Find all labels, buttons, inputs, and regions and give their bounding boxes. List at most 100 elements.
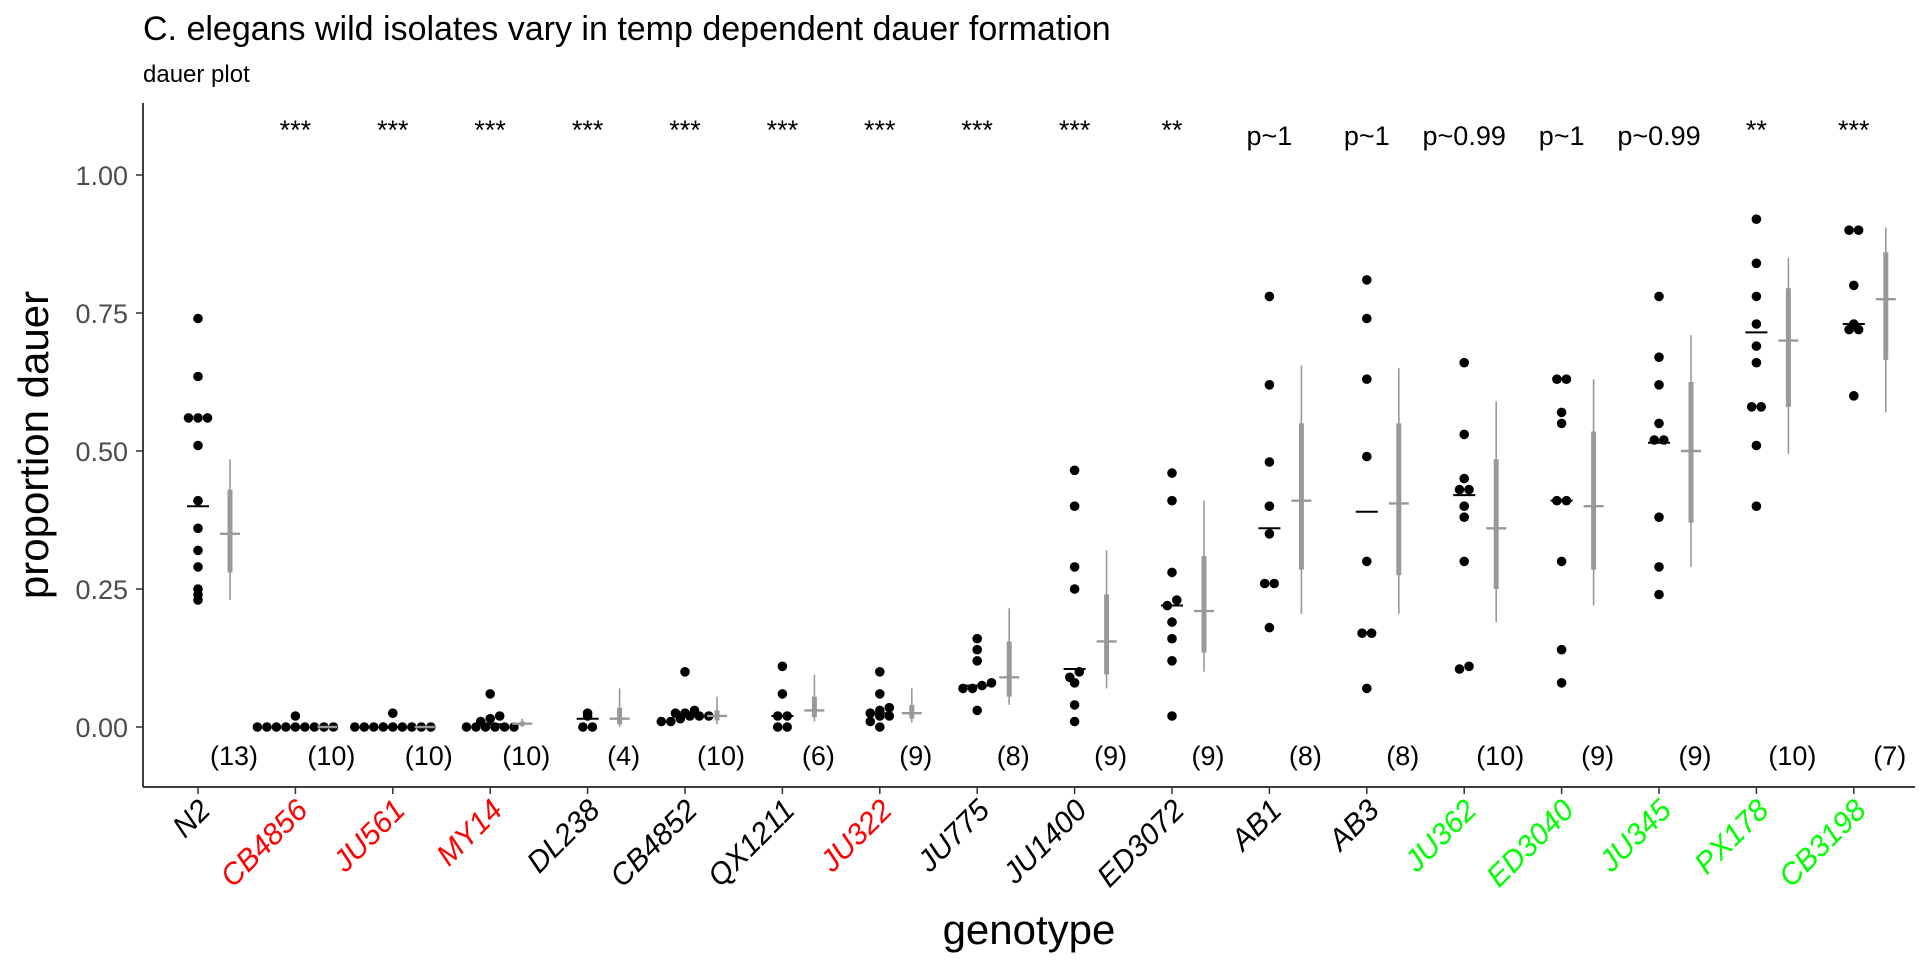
data-point <box>309 722 320 732</box>
significance-label: ** <box>1161 115 1183 145</box>
data-point <box>972 656 982 666</box>
x-tick-label-n2: N2 <box>166 793 217 844</box>
data-point <box>1751 319 1762 329</box>
data-point <box>1756 402 1766 412</box>
sample-size-label: (10) <box>502 741 550 771</box>
data-point <box>193 495 203 506</box>
data-point <box>777 661 788 672</box>
chart-subtitle: dauer plot <box>143 61 250 88</box>
data-point <box>193 562 203 572</box>
data-point <box>499 722 510 732</box>
data-point <box>1654 589 1664 600</box>
data-point <box>461 722 472 732</box>
genotype-group-cb4856: *** (10) <box>252 115 355 771</box>
sample-size-label: (9) <box>1192 741 1225 771</box>
data-point <box>1264 529 1275 539</box>
data-point <box>875 722 885 732</box>
data-point <box>1069 465 1080 476</box>
data-point <box>1069 678 1080 688</box>
data-point <box>656 716 667 727</box>
data-point <box>252 722 263 732</box>
data-point <box>494 711 505 721</box>
genotype-group-cb4852: *** (10) <box>656 115 745 771</box>
significance-label: p~1 <box>1344 121 1390 151</box>
data-point <box>1654 562 1664 572</box>
data-point <box>666 716 676 727</box>
genotype-group-ab3: p~1 (8) <box>1344 121 1419 771</box>
x-tick-label-ab1: AB1 <box>1223 794 1288 859</box>
data-point <box>471 722 481 732</box>
data-point <box>193 595 203 605</box>
significance-label: *** <box>1059 115 1091 145</box>
significance-label: *** <box>961 115 993 145</box>
data-point <box>1357 628 1367 638</box>
data-point <box>1264 622 1275 633</box>
data-point <box>290 711 301 721</box>
data-point <box>1172 595 1182 605</box>
data-point <box>193 371 203 382</box>
x-tick-label-qx1211: QX1211 <box>702 794 802 894</box>
data-point <box>1654 291 1664 302</box>
data-point <box>359 722 370 732</box>
data-point <box>1654 380 1664 390</box>
data-point <box>1167 468 1177 478</box>
data-point <box>1264 501 1275 512</box>
significance-label: p~0.99 <box>1617 121 1700 151</box>
significance-label: p~0.99 <box>1423 121 1506 151</box>
data-point <box>1853 225 1864 235</box>
data-point <box>1167 617 1177 627</box>
data-point <box>271 722 282 732</box>
x-tick-label-cb4856: CB4856 <box>214 793 314 893</box>
data-point <box>1167 495 1177 506</box>
data-point <box>1853 324 1864 335</box>
data-point <box>1362 275 1372 285</box>
data-point <box>1069 584 1080 594</box>
data-point <box>1366 628 1377 638</box>
genotype-group-ab1: p~1 (8) <box>1246 121 1321 771</box>
sample-size-label: (7) <box>1873 741 1906 771</box>
data-point <box>1751 440 1762 451</box>
data-point <box>680 667 690 677</box>
significance-label: ** <box>1746 115 1768 145</box>
data-point <box>1167 633 1177 644</box>
data-point <box>1556 678 1567 688</box>
data-point <box>972 705 982 716</box>
data-point <box>1264 380 1275 390</box>
y-axis-ticks: 0.00 0.25 0.50 0.75 1.00 <box>75 161 143 743</box>
data-point <box>1362 313 1372 324</box>
significance-label: *** <box>669 115 701 145</box>
genotype-group-px178: ** (10) <box>1745 115 1816 771</box>
genotype-group-cb3198: *** (7) <box>1838 115 1906 771</box>
data-point <box>578 722 588 732</box>
y-tick-label: 0.75 <box>75 299 128 329</box>
x-tick-label-ab3: AB3 <box>1321 793 1386 858</box>
data-point <box>193 413 203 423</box>
x-tick-label-ju1400: JU1400 <box>996 793 1093 890</box>
data-point <box>193 440 203 451</box>
data-point <box>262 722 272 732</box>
genotype-group-qx1211: *** (6) <box>767 115 835 771</box>
data-point <box>193 313 203 324</box>
data-point <box>1069 562 1080 572</box>
x-tick-label-ju561: JU561 <box>326 794 411 879</box>
x-tick-label-ju775: JU775 <box>911 793 997 879</box>
genotype-group-ju362: p~0.99 (10) <box>1423 121 1525 771</box>
data-point <box>1069 700 1080 710</box>
data-point <box>1069 501 1080 512</box>
data-point <box>986 678 997 688</box>
y-axis-title: proportion dauer <box>10 291 57 599</box>
data-point <box>193 523 203 534</box>
data-point <box>1459 556 1469 567</box>
data-point <box>1849 391 1859 401</box>
x-tick-label-ju362: JU362 <box>1398 793 1484 879</box>
genotype-group-ed3072: ** (9) <box>1161 115 1225 771</box>
data-point <box>1654 352 1664 363</box>
data-point <box>1464 484 1474 495</box>
data-point <box>1069 716 1080 727</box>
y-tick-label: 0.50 <box>75 437 128 467</box>
data-point <box>772 722 783 732</box>
genotype-group-ju345: p~0.99 (9) <box>1617 121 1711 771</box>
data-point <box>1556 556 1567 567</box>
data-point <box>388 708 398 718</box>
